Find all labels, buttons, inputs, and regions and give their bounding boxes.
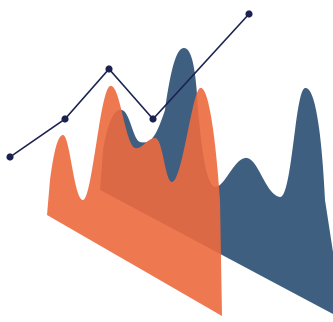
- blue-area: [100, 48, 333, 314]
- trend-point: [61, 115, 69, 123]
- trend-point: [149, 115, 157, 123]
- trend-point: [105, 65, 113, 73]
- orange-area: [47, 85, 222, 316]
- trend-point: [6, 153, 14, 161]
- trend-point: [245, 10, 253, 18]
